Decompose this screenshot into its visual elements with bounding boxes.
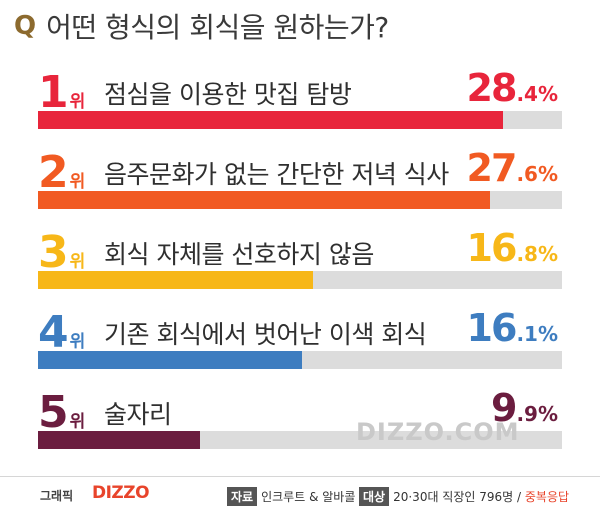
value-label: 28.4% — [467, 69, 558, 107]
source-credit: 자료 인크루트 & 알바콜 — [227, 487, 355, 506]
category-label: 술자리 — [104, 400, 172, 429]
category-label: 음주문화가 없는 간단한 저녁 식사 — [104, 160, 449, 189]
rank-suffix: 위 — [69, 172, 86, 192]
source-text: 인크루트 & 알바콜 — [261, 490, 356, 504]
bar — [38, 271, 313, 289]
value-decimal: .8% — [516, 242, 558, 266]
bar-track — [38, 431, 562, 449]
chart-row-5: 5 위 술자리 9.9% — [0, 377, 600, 457]
brand-logo: DIZZO — [92, 483, 150, 503]
question-mark: Q — [14, 11, 37, 41]
rank-number: 3 — [38, 227, 69, 278]
value-integer: 9 — [490, 386, 517, 430]
value-label: 16.8% — [467, 229, 558, 267]
bar-track — [38, 351, 562, 369]
rank-number: 1 — [38, 67, 69, 118]
value-integer: 16 — [466, 306, 518, 350]
bar — [38, 351, 302, 369]
target-tag: 대상 — [359, 487, 390, 506]
rank-suffix: 위 — [69, 92, 86, 112]
target-credit: 대상 20·30대 직장인 796명 / 중복응답 — [359, 487, 569, 506]
value-decimal: .9% — [516, 402, 558, 426]
rank-suffix: 위 — [69, 332, 86, 352]
value-decimal: .1% — [516, 322, 558, 346]
bar-track — [38, 191, 562, 209]
value-integer: 27 — [466, 146, 518, 190]
value-integer: 28 — [466, 66, 518, 110]
chart-row-4: 4 위 기존 회식에서 벗어난 이색 회식 16.1% — [0, 297, 600, 377]
rank-number: 5 — [38, 387, 69, 438]
category-label: 점심을 이용한 맛집 탐방 — [104, 80, 352, 109]
rank-number: 2 — [38, 147, 69, 198]
category-label: 기존 회식에서 벗어난 이색 회식 — [104, 320, 427, 349]
value-label: 16.1% — [467, 309, 558, 347]
target-text: 20·30대 직장인 796명 / — [393, 490, 525, 504]
value-label: 27.6% — [467, 149, 558, 187]
ranking-bar-chart: 1 위 점심을 이용한 맛집 탐방 28.4% 2 위 음주문화가 없는 간단한 저녁 식사… — [0, 57, 600, 457]
rank-number: 4 — [38, 307, 69, 358]
bar-track — [38, 111, 562, 129]
chart-row-3: 3 위 회식 자체를 선호하지 않음 16.8% — [0, 217, 600, 297]
value-integer: 16 — [466, 226, 518, 270]
target-note: 중복응답 — [524, 490, 570, 504]
value-decimal: .4% — [516, 82, 558, 106]
value-decimal: .6% — [516, 162, 558, 186]
question-text: 어떤 형식의 회식을 원하는가? — [46, 11, 389, 44]
bar — [38, 431, 200, 449]
bar — [38, 191, 490, 209]
category-label: 회식 자체를 선호하지 않음 — [104, 240, 374, 269]
source-tag: 자료 — [227, 487, 258, 506]
chart-row-1: 1 위 점심을 이용한 맛집 탐방 28.4% — [0, 57, 600, 137]
watermark: DIZZO.COM — [356, 418, 520, 446]
bar — [38, 111, 503, 129]
footer: 그래픽 DIZZO 자료 인크루트 & 알바콜 대상 20·30대 직장인 796명… — [0, 476, 600, 514]
bar-track — [38, 271, 562, 289]
graphic-label: 그래픽 — [40, 489, 74, 503]
chart-row-2: 2 위 음주문화가 없는 간단한 저녁 식사 27.6% — [0, 137, 600, 217]
rank-suffix: 위 — [69, 412, 86, 432]
value-label: 9.9% — [491, 389, 558, 427]
question-heading: Q 어떤 형식의 회식을 원하는가? — [14, 4, 389, 48]
rank-suffix: 위 — [69, 252, 86, 272]
